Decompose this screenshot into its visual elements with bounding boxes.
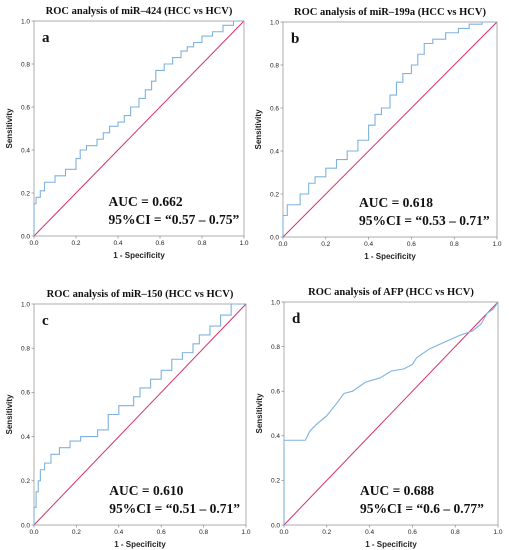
ci-annotation: 95%CI = “0.53 – 0.71” [359,213,490,228]
x-tick-label: 0.4 [364,241,373,248]
roc-curve [33,20,244,236]
y-axis-label: Sensitivity [255,393,264,434]
x-tick-label: 0.2 [322,529,331,536]
y-axis-label: Sensitivity [5,108,14,149]
y-tick-label: 0.8 [270,62,279,69]
y-tick-label: 0.2 [21,190,30,197]
roc-curve [283,301,499,525]
reference-line [33,20,245,237]
x-tick-label: 0.4 [113,240,122,247]
x-tick-label: 0.2 [71,240,80,247]
chart-panel-d: ROC analysis of AFP (HCC vs HCV) 0.0 0.2 0.… [255,287,503,549]
chart-panel-b: ROC analysis of miR–199a (HCC vs HCV) 0.0… [254,7,502,261]
x-tick-label: 0.0 [279,529,288,536]
x-axis-label: 1 - Specificity [365,540,417,549]
x-tick-label: 0.6 [157,529,166,536]
panel-label: a [42,30,50,46]
y-tick-label: 0.2 [21,478,30,485]
y-tick-label: 0.8 [21,61,30,68]
y-tick-label: 0.4 [270,148,279,155]
y-tick-label: 0.6 [271,389,280,396]
panel-label: d [292,311,301,327]
y-tick-label: 0.0 [21,522,30,529]
y-tick-label: 0.6 [270,105,279,112]
y-tick-label: 1.0 [21,18,30,25]
reference-line [282,21,498,238]
x-tick-label: 1.0 [241,529,250,536]
y-tick-label: 0.0 [271,522,280,529]
x-tick-label: 1.0 [493,529,502,536]
y-tick-label: 1.0 [21,301,30,308]
x-tick-label: 1.0 [492,241,501,248]
x-tick-label: 0.8 [450,241,459,248]
y-tick-label: 0.0 [270,234,279,241]
chart-title: ROC analysis of miR–199a (HCC vs HCV) [294,7,486,18]
chart-title: ROC analysis of miR–150 (HCC vs HCV) [47,289,234,300]
x-tick-label: 0.8 [199,529,208,536]
x-tick-label: 0.4 [365,529,374,536]
x-tick-label: 0.0 [278,241,287,248]
x-tick-label: 0.8 [197,240,206,247]
y-tick-label: 1.0 [270,19,279,26]
reference-line [283,301,499,526]
auc-annotation: AUC = 0.662 [109,194,183,209]
reference-line [33,303,247,526]
x-tick-label: 0.2 [321,241,330,248]
x-axis-label: 1 - Specificity [113,251,165,260]
y-tick-label: 0.2 [271,478,280,485]
x-tick-label: 0.2 [72,529,81,536]
x-tick-label: 0.0 [29,240,38,247]
panel-label: c [42,313,49,329]
ci-annotation: 95%CI = “0.57 – 0.75” [109,212,240,227]
x-axis-label: 1 - Specificity [114,540,166,549]
x-tick-label: 1.0 [239,240,248,247]
y-tick-label: 0.0 [21,233,30,240]
chart-panel-c: ROC analysis of miR–150 (HCC vs HCV)0.0 0… [5,289,251,549]
y-tick-label: 0.4 [21,434,30,441]
ci-annotation: 95%CI = “0.51 – 0.71” [109,501,240,516]
roc-curve [282,21,497,237]
y-tick-label: 1.0 [271,299,280,306]
roc-curve [33,303,246,525]
x-tick-label: 0.6 [155,240,164,247]
y-tick-label: 0.8 [271,344,280,351]
x-tick-label: 0.4 [114,529,123,536]
auc-annotation: AUC = 0.688 [360,483,434,498]
y-tick-label: 0.8 [21,346,30,353]
y-tick-label: 0.6 [21,390,30,397]
ci-annotation: 95%CI = “0.6 – 0.77” [360,501,484,516]
y-tick-label: 0.2 [270,191,279,198]
x-tick-label: 0.8 [451,529,460,536]
x-tick-label: 0.0 [29,529,38,536]
y-tick-label: 0.4 [21,147,30,154]
x-tick-label: 0.6 [408,529,417,536]
chart-panel-a: ROC analysis of miR–424 (HCC vs HCV)0.0 0… [5,6,249,260]
x-axis-label: 1 - Specificity [364,252,416,261]
y-tick-label: 0.6 [21,104,30,111]
auc-annotation: AUC = 0.618 [359,195,433,210]
chart-title: ROC analysis of AFP (HCC vs HCV) [308,287,474,298]
y-axis-label: Sensitivity [5,394,14,435]
chart-title: ROC analysis of miR–424 (HCC vs HCV) [46,6,233,17]
auc-annotation: AUC = 0.610 [109,483,183,498]
panel-label: b [291,31,299,47]
x-tick-label: 0.6 [407,241,416,248]
y-tick-label: 0.4 [271,433,280,440]
y-axis-label: Sensitivity [254,109,263,150]
